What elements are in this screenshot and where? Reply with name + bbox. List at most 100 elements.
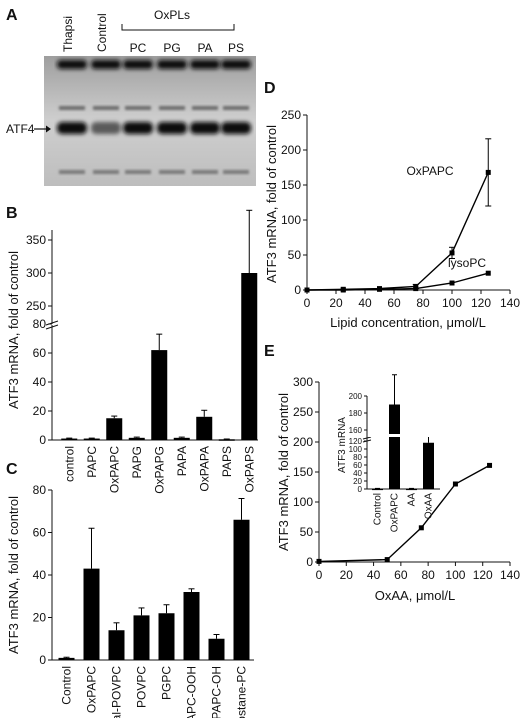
chart-d-series-label-lysopc: lysoPC: [448, 256, 486, 270]
chart-c-x-tick-label: PGPC: [160, 666, 174, 700]
chart-d-data-point: [449, 280, 455, 286]
chart-e-data-point: [384, 557, 390, 563]
chart-c-x-tick-label: Isoprostane-PC: [235, 666, 249, 718]
inset-y-tick-label: 120: [349, 437, 363, 446]
chart-b-bar: [61, 438, 78, 441]
lane-label-thapsi: Thapsi: [61, 16, 75, 52]
chart-d-y-tick-label: 150: [281, 178, 301, 192]
inset-bar: [389, 404, 400, 489]
chart-e-x-label: OxAA, μmol/L: [375, 588, 455, 603]
inset-break-stripe: [368, 434, 438, 437]
inset-y-tick-label: 100: [349, 445, 363, 454]
inset-bar: [372, 488, 383, 491]
blot-band-atf4: [57, 122, 87, 134]
inset-y-tick-label: 200: [349, 392, 363, 401]
chart-b-x-tick-label: PAPC: [85, 446, 99, 478]
chart-e-y-tick-label: 50: [300, 525, 314, 539]
chart-b-bar: [106, 418, 123, 440]
blot-band-top: [123, 60, 153, 69]
chart-d-data-point: [485, 270, 491, 276]
chart-b-y-label: ATF3 mRNA, fold of control: [6, 251, 21, 409]
chart-e-y-tick-label: 200: [293, 435, 313, 449]
blot-band-faint: [125, 106, 151, 110]
panel-label-a: A: [6, 7, 18, 24]
inset-x-tick-label: Control: [373, 493, 384, 525]
blot-band-faint: [93, 170, 119, 174]
chart-c-y-tick-label: 60: [33, 526, 47, 540]
panel-label-c: C: [6, 461, 18, 478]
chart-e: ATF3 mRNA, fold of control OxAA, μmol/L …: [276, 374, 520, 603]
chart-c-bar: [108, 630, 125, 660]
lane-label-pg: PG: [163, 41, 180, 55]
inset-bar: [423, 442, 434, 489]
chart-d-x-tick-label: 40: [358, 296, 372, 310]
chart-b-y-tick-label: 60: [33, 346, 47, 360]
chart-b-x-tick-label: OxPAPG: [152, 446, 166, 494]
lane-label-pa: PA: [197, 41, 212, 55]
inset-y-tick-label: 20: [353, 477, 362, 486]
panel-label-e: E: [264, 343, 275, 360]
chart-e-data-point: [316, 558, 322, 564]
chart-c-bar: [133, 615, 150, 660]
chart-e-y-tick-label: 250: [293, 405, 313, 419]
chart-c-x-tick-label: OxPAPC: [85, 666, 99, 713]
chart-e-y-tick-label: 300: [293, 375, 313, 389]
chart-b-y-tick-label: 300: [26, 266, 46, 280]
blot-band-top: [190, 60, 220, 69]
chart-e-x-tick-label: 140: [500, 568, 520, 582]
chart-e-x-tick-label: 60: [394, 568, 408, 582]
chart-e-y-tick-label: 150: [293, 465, 313, 479]
chart-b-x-tick-label: OxPAPA: [197, 446, 211, 492]
blot-band-faint: [223, 170, 249, 174]
blot-band-atf4: [190, 122, 220, 134]
inset-y-tick-label: 80: [353, 453, 362, 462]
blot-band-top: [221, 60, 251, 69]
chart-d-y-tick-label: 50: [288, 248, 302, 262]
chart-d-y-label: ATF3 mRNA, fold of control: [264, 125, 279, 283]
chart-c-bar: [58, 657, 75, 660]
inset-x-tick-label: OxPAPC: [390, 493, 401, 532]
chart-d-y-tick-label: 100: [281, 213, 301, 227]
chart-b-bar: [83, 438, 100, 441]
chart-e-data-point: [452, 481, 458, 487]
chart-c-x-tick-label: POVPC: [135, 666, 149, 708]
chart-b-bar: [151, 350, 168, 440]
western-blot-panel: Thapsi Control OxPLs PC PG PA PS ATF4: [6, 8, 256, 186]
inset-y-tick-label: 60: [353, 461, 362, 470]
inset-x-tick-label: OxAA: [424, 493, 435, 519]
chart-c-x-tick-label: Control: [60, 666, 74, 705]
chart-b-bar: [241, 273, 258, 440]
inset-y-label: ATF3 mRNA: [337, 417, 348, 473]
blot-band-faint: [192, 170, 218, 174]
chart-b: ATF3 mRNA, fold of control 0 20 40 60 80 250 3…: [6, 209, 258, 494]
chart-d-data-point: [449, 250, 455, 256]
lane-label-control: Control: [95, 13, 109, 52]
inset-bar: [406, 488, 417, 491]
blot-band-faint: [93, 106, 119, 110]
blot-band-faint: [192, 106, 218, 110]
chart-d-data-point: [304, 287, 310, 293]
chart-c-y-tick-label: 80: [33, 483, 47, 497]
lane-label-ps: PS: [228, 41, 244, 55]
group-label-oxpls: OxPLs: [154, 8, 190, 22]
chart-c-y-tick-label: 0: [39, 653, 46, 667]
blot-band-faint: [59, 106, 85, 110]
chart-d-y-tick-label: 0: [294, 283, 301, 297]
chart-c-bar: [208, 638, 225, 660]
chart-c-y-tick-label: 40: [33, 568, 47, 582]
chart-d-x-tick-label: 100: [442, 296, 462, 310]
chart-b-x-tick-label: control: [62, 446, 76, 482]
chart-b-bar: [128, 437, 145, 440]
band-label-atf4: ATF4: [6, 122, 35, 136]
chart-b-x-tick-label: PAPG: [130, 446, 144, 478]
panel-label-d: D: [264, 80, 276, 97]
chart-b-y-tick-label: 250: [26, 299, 46, 313]
chart-d-data-point: [413, 286, 419, 292]
chart-e-data-point: [418, 525, 424, 531]
chart-d-y-tick-label: 200: [281, 143, 301, 157]
lane-label-pc: PC: [130, 41, 147, 55]
chart-e-y-label: ATF3 mRNA, fold of control: [276, 393, 291, 551]
blot-band-atf4: [157, 122, 187, 134]
chart-b-y-tick-label: 40: [33, 375, 47, 389]
